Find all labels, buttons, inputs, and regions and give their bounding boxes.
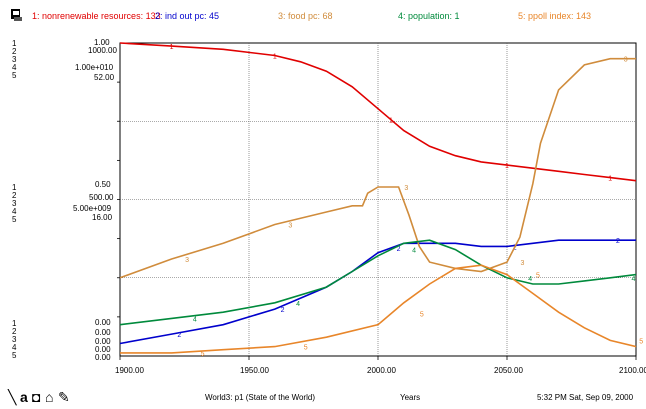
series-marker-2: 2 [177,332,181,339]
legend-series-4: 4: population: 1 [398,11,460,21]
x-tick-2000: 2000.00 [367,366,396,375]
series-marker-5: 5 [304,345,308,352]
series-marker-3: 3 [288,223,292,230]
eraser-icon[interactable]: ⌂ [45,389,54,405]
y-tick-bot-3: 0.00 [95,337,111,346]
series-marker-5: 5 [420,312,424,319]
series-marker-5: 5 [201,351,205,358]
y-tick-mid-2: 500.00 [89,193,114,202]
y-tick-mid-1: 0.50 [95,180,111,189]
timestamp: 5:32 PM Sat, Sep 09, 2000 [537,393,634,402]
y-tick-top-3: 1.00e+010 [75,63,114,72]
y-tick-top-4: 52.00 [94,73,115,82]
series-marker-3: 3 [185,257,189,264]
chart-grid [117,42,637,360]
series-marker-4: 4 [193,316,197,323]
legend-series-3: 3: food pc: 68 [278,11,333,21]
pencil-icon[interactable]: ✎ [58,389,70,405]
legend-series-5: 5: ppoll index: 143 [518,11,592,21]
series-marker-1: 1 [273,54,277,61]
y-tick-mid-3: 5.00e+009 [73,204,112,213]
series-marker-4: 4 [528,276,532,283]
series-marker-1: 1 [608,176,612,183]
series-marker-1: 1 [389,118,393,125]
x-tick-2050: 2050.00 [494,366,523,375]
axis-label: Years [400,393,421,402]
print-icon[interactable] [10,8,23,22]
legend-series-1: 1: nonrenewable resources: 133 [32,11,161,21]
series-marker-3: 3 [404,185,408,192]
series-marker-3: 3 [521,260,525,267]
lock-icon[interactable]: ◘ [32,389,41,405]
series-line-1 [119,42,637,182]
series-marker-2: 2 [616,238,620,245]
page-label: World3: p1 (State of the World) [205,393,315,402]
x-tick-1950: 1950.00 [240,366,269,375]
series-line-3 [119,57,636,279]
series-legend: 1: nonrenewable resources: 133 2: ind ou… [0,11,646,25]
series-marker-2: 2 [281,307,285,314]
series-marker-5: 5 [639,338,643,345]
y-tick-bot-5: 0.00 [95,353,111,362]
series-marker-4: 4 [296,301,300,308]
y-tick-bot-2: 0.00 [95,328,111,337]
x-tick-2100: 2100.00 [619,366,646,375]
series-line-5 [120,264,637,354]
y-tick-bot-1: 0.00 [95,318,111,327]
series-marker-1: 1 [170,44,174,51]
series-line-4 [119,239,637,326]
series-marker-4: 4 [631,276,635,283]
series-marker-3: 3 [624,57,628,64]
series-marker-1: 1 [505,163,509,170]
y-tick-mid-4: 16.00 [92,213,113,222]
text-tool-icon[interactable]: a [20,389,28,405]
y-tick-top-1: 1.00 [94,38,110,47]
series-line-2 [119,239,636,345]
y-tick-top-2: 1000.00 [88,46,117,55]
legend-series-2: 2: ind out pc: 45 [155,11,220,21]
pointer-tool-icon[interactable]: ╲ [8,389,17,405]
x-tick-1900: 1900.00 [115,366,144,375]
series-marker-5: 5 [536,273,540,280]
series-marker-2: 2 [397,246,401,253]
y-tick-bot-4: 0.00 [95,345,111,354]
series-marker-4: 4 [412,248,416,255]
